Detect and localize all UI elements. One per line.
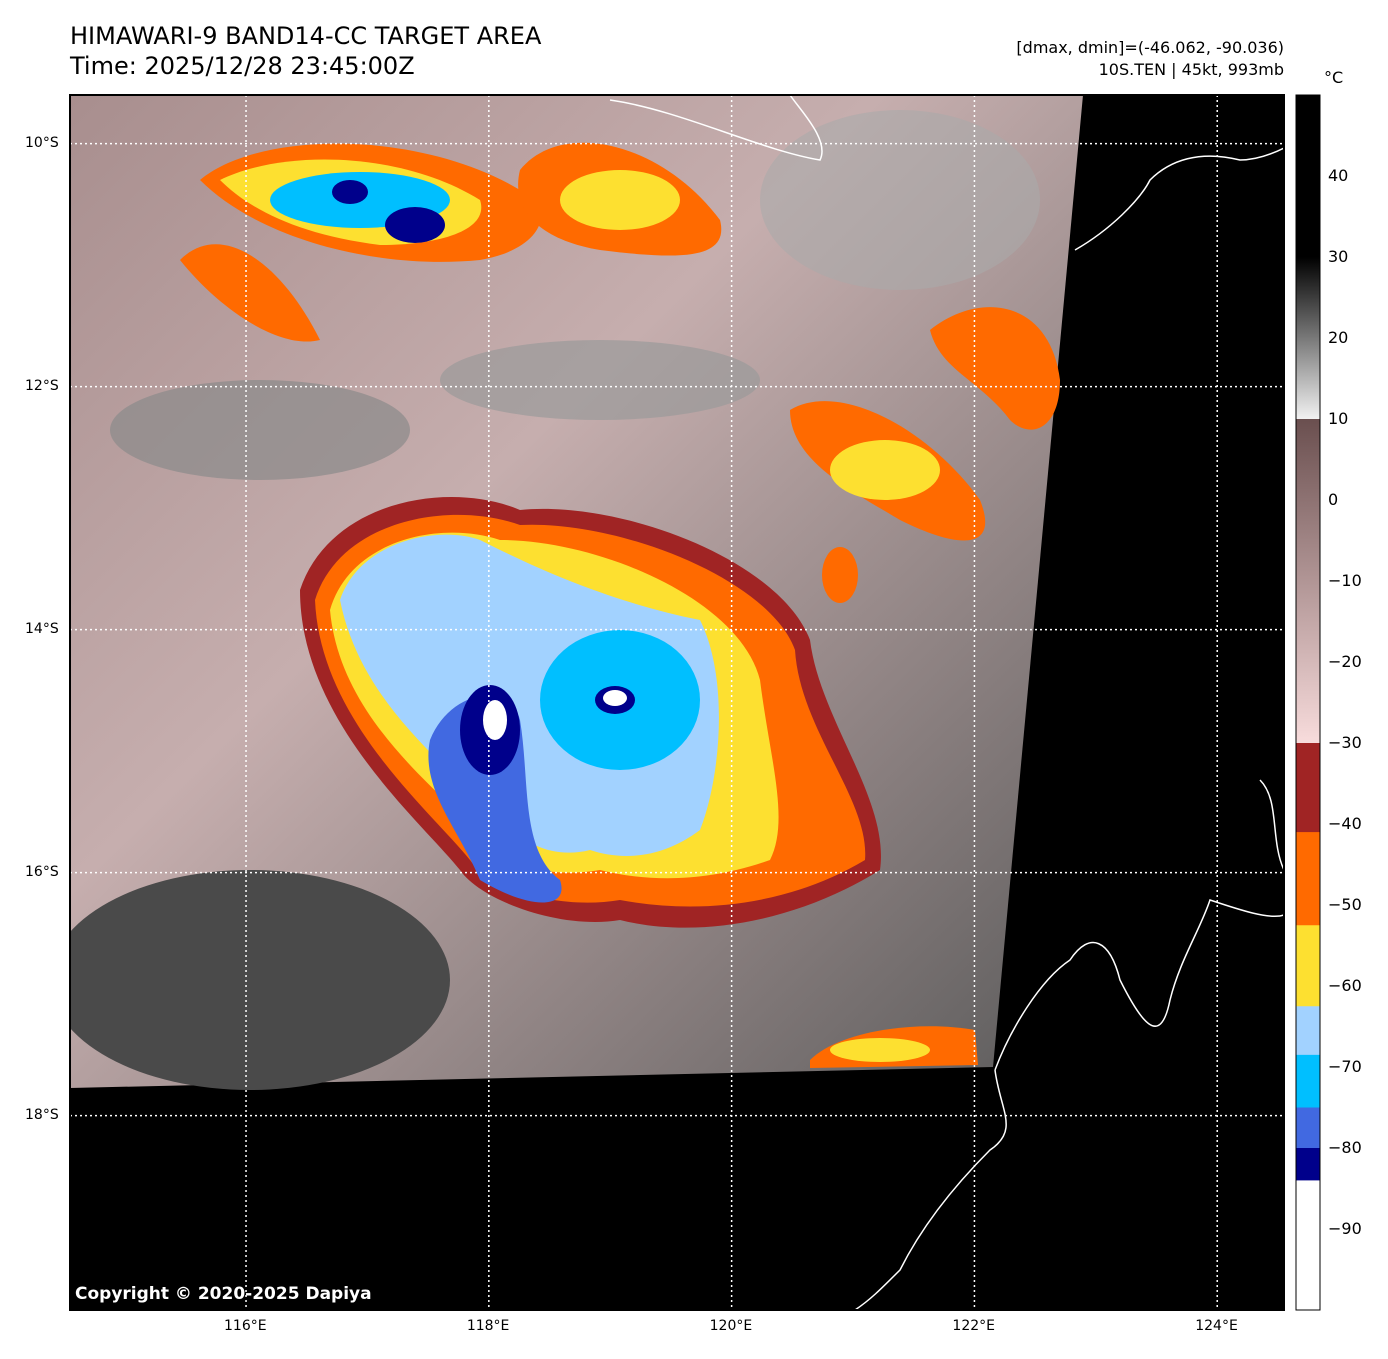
lat-tick-label: 10°S — [25, 134, 59, 151]
colorbar-unit: °C — [1324, 68, 1344, 87]
colorbar — [1296, 95, 1320, 1311]
lon-tick-label: 118°E — [466, 1318, 510, 1334]
stats-label: [dmax, dmin]=(-46.062, -90.036) — [1016, 38, 1284, 57]
colorbar-tick-label: 40 — [1328, 166, 1349, 185]
colorbar-tick-label: −80 — [1328, 1138, 1362, 1157]
chart-title: HIMAWARI-9 BAND14-CC TARGET AREA — [70, 22, 542, 50]
lon-tick-label: 122°E — [952, 1318, 995, 1334]
lat-tick-label: 14°S — [25, 620, 59, 637]
lon-tick-label: 116°E — [224, 1318, 267, 1334]
colorbar-tick-label: −70 — [1328, 1057, 1362, 1076]
lat-tick-label: 12°S — [25, 377, 59, 394]
lon-tick-label: 124°E — [1195, 1318, 1238, 1334]
colorbar-segment — [1296, 95, 1320, 258]
colorbar-tick-label: −30 — [1328, 733, 1362, 752]
lon-tick-label: 120°E — [709, 1318, 753, 1334]
colorbar-tick-label: −20 — [1328, 652, 1362, 671]
colorbar-segment — [1296, 1180, 1320, 1311]
colorbar-segment — [1296, 925, 1320, 1007]
colorbar-segment — [1296, 832, 1320, 926]
storm-info: 10S.TEN | 45kt, 993mb — [1098, 60, 1284, 79]
cyclone-convection — [300, 496, 881, 928]
colorbar-segment — [1296, 1107, 1320, 1149]
lat-tick-label: 18°S — [25, 1106, 59, 1123]
low-cloud — [440, 340, 760, 420]
graticule — [70, 95, 1284, 1310]
northern-convection — [180, 142, 1060, 1068]
colorbar-tick-label: −40 — [1328, 814, 1362, 833]
colorbar-segment — [1296, 1148, 1320, 1181]
time-label: Time: 2025/12/28 23:45:00Z — [70, 52, 415, 80]
low-cloud — [110, 380, 410, 480]
coastline — [609, 95, 1284, 1310]
colorbar-tick-label: −10 — [1328, 571, 1362, 590]
colorbar-tick-label: 10 — [1328, 409, 1349, 428]
colorbar-tick-label: 30 — [1328, 247, 1349, 266]
colorbar-tick-label: −60 — [1328, 976, 1362, 995]
colorbar-segment — [1296, 1054, 1320, 1108]
map-frame — [69, 94, 1285, 1311]
colorbar-tick-label: 0 — [1328, 490, 1339, 509]
lat-tick-label: 16°S — [25, 863, 59, 880]
low-cloud — [760, 110, 1040, 290]
colorbar-segment — [1296, 257, 1320, 420]
warm-clear-area — [70, 870, 450, 1090]
colorbar-segment — [1296, 1006, 1320, 1056]
copyright-label: Copyright © 2020-2025 Dapiya — [75, 1284, 372, 1304]
colorbar-segment — [1296, 419, 1320, 744]
colorbar-tick-label: −50 — [1328, 895, 1362, 914]
colorbar-segment — [1296, 743, 1320, 833]
colorbar-frame — [1295, 94, 1321, 1311]
colorbar-tick-label: −90 — [1328, 1219, 1362, 1238]
colorbar-tick-label: 20 — [1328, 328, 1349, 347]
